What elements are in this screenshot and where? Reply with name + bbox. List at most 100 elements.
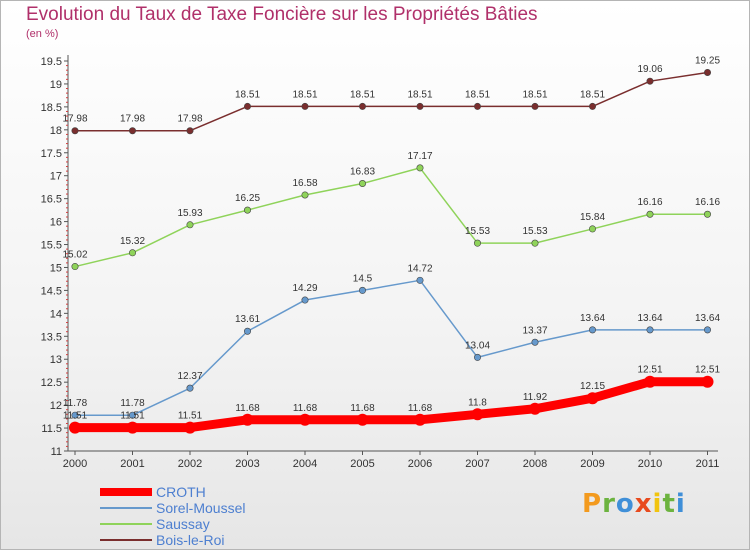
y-tick-label: 12.5 bbox=[41, 377, 62, 389]
data-point-sorel-moussel bbox=[703, 326, 711, 334]
y-tick-label: 13 bbox=[50, 354, 62, 366]
series-line-sorel-moussel bbox=[74, 279, 709, 416]
data-point-croth bbox=[356, 413, 369, 426]
data-label-sorel-moussel: 11.78 bbox=[63, 398, 88, 409]
axes: 1111.51212.51313.51414.51515.51616.51717… bbox=[41, 55, 719, 470]
data-point-croth bbox=[701, 375, 714, 388]
chart-subtitle: (en %) bbox=[26, 28, 59, 40]
y-minor-tick bbox=[66, 409, 68, 411]
y-minor-tick bbox=[66, 395, 68, 397]
x-tick-label: 2010 bbox=[638, 458, 662, 470]
y-minor-tick bbox=[66, 317, 68, 319]
data-point-croth bbox=[241, 413, 254, 426]
series-line-bois-le-roi bbox=[74, 71, 709, 132]
y-minor-tick bbox=[66, 349, 68, 351]
data-point-sorel-moussel bbox=[531, 338, 539, 346]
data-label-saussay: 15.32 bbox=[120, 236, 145, 247]
data-label-bois-le-roi: 18.51 bbox=[235, 89, 260, 100]
data-point-bois-le-roi bbox=[186, 127, 194, 135]
data-point-sorel-moussel bbox=[358, 286, 366, 294]
data-label-bois-le-roi: 18.51 bbox=[522, 89, 547, 100]
data-point-sorel-moussel bbox=[71, 411, 79, 419]
y-minor-tick bbox=[66, 120, 68, 122]
data-point-bois-le-roi bbox=[531, 102, 539, 110]
data-point-croth bbox=[69, 421, 81, 434]
data-point-saussay bbox=[71, 263, 79, 271]
data-point-bois-le-roi bbox=[129, 127, 137, 135]
y-minor-tick bbox=[66, 179, 68, 181]
data-point-saussay bbox=[531, 239, 539, 247]
series-points bbox=[69, 68, 714, 434]
data-label-saussay: 16.25 bbox=[235, 193, 260, 204]
data-label-saussay: 16.16 bbox=[637, 197, 662, 208]
data-point-croth bbox=[126, 421, 139, 434]
data-point-saussay bbox=[703, 210, 711, 218]
data-label-croth: 11.51 bbox=[63, 411, 88, 422]
data-label-croth: 12.51 bbox=[637, 365, 662, 376]
y-minor-tick bbox=[66, 207, 68, 209]
data-point-saussay bbox=[186, 221, 194, 229]
y-minor-tick bbox=[66, 432, 68, 434]
y-minor-tick bbox=[66, 436, 68, 438]
y-minor-tick bbox=[66, 225, 68, 227]
y-minor-tick bbox=[66, 69, 68, 71]
x-tick-label: 2007 bbox=[465, 458, 489, 470]
x-tick-label: 2009 bbox=[580, 458, 604, 470]
y-tick-label: 19 bbox=[50, 79, 62, 91]
data-point-bois-le-roi bbox=[646, 77, 654, 85]
y-minor-tick bbox=[66, 285, 68, 287]
y-minor-tick bbox=[66, 101, 68, 103]
data-label-saussay: 15.53 bbox=[522, 226, 547, 237]
y-tick-label: 16.5 bbox=[41, 194, 62, 206]
y-minor-tick bbox=[66, 143, 68, 145]
y-minor-tick bbox=[66, 188, 68, 190]
y-minor-tick bbox=[66, 92, 68, 94]
y-minor-tick bbox=[66, 413, 68, 415]
data-label-sorel-moussel: 13.04 bbox=[465, 340, 490, 351]
data-point-bois-le-roi bbox=[244, 102, 252, 110]
y-minor-tick bbox=[66, 276, 68, 278]
data-point-sorel-moussel bbox=[646, 326, 654, 334]
data-point-croth bbox=[184, 421, 196, 434]
logo-letter: t bbox=[662, 489, 676, 519]
y-minor-tick bbox=[66, 78, 68, 80]
y-minor-tick bbox=[66, 377, 68, 379]
y-tick-label: 12 bbox=[50, 400, 62, 412]
data-label-sorel-moussel: 13.64 bbox=[637, 313, 662, 324]
data-label-bois-le-roi: 17.98 bbox=[177, 114, 202, 125]
data-point-croth bbox=[414, 413, 426, 426]
x-tick-label: 2006 bbox=[408, 458, 432, 470]
y-minor-tick bbox=[66, 211, 68, 213]
data-point-saussay bbox=[473, 239, 481, 247]
y-minor-tick bbox=[66, 65, 68, 67]
y-minor-tick bbox=[66, 248, 68, 250]
y-minor-tick bbox=[66, 147, 68, 149]
y-tick-label: 13.5 bbox=[41, 331, 62, 343]
data-label-bois-le-roi: 18.51 bbox=[465, 89, 490, 100]
data-label-saussay: 16.58 bbox=[292, 178, 317, 189]
y-minor-tick bbox=[66, 202, 68, 204]
data-label-bois-le-roi: 18.51 bbox=[580, 89, 605, 100]
data-label-saussay: 16.16 bbox=[695, 197, 720, 208]
y-minor-tick bbox=[66, 441, 68, 443]
y-tick-label: 15 bbox=[50, 262, 62, 274]
y-tick-label: 17.5 bbox=[41, 148, 62, 160]
legend-swatch-croth bbox=[100, 488, 152, 496]
y-minor-tick bbox=[66, 390, 68, 392]
y-minor-tick bbox=[66, 363, 68, 365]
data-point-croth bbox=[299, 413, 311, 426]
y-minor-tick bbox=[66, 322, 68, 324]
data-point-saussay bbox=[646, 210, 654, 218]
y-minor-tick bbox=[66, 110, 68, 112]
y-minor-tick bbox=[66, 386, 68, 388]
data-label-croth: 11.68 bbox=[350, 403, 375, 414]
legend-swatch-saussay bbox=[100, 523, 152, 525]
data-point-sorel-moussel bbox=[416, 276, 424, 284]
data-label-sorel-moussel: 14.5 bbox=[353, 273, 373, 284]
y-minor-tick bbox=[66, 367, 68, 369]
x-tick-label: 2001 bbox=[120, 458, 144, 470]
y-tick-label: 11 bbox=[51, 446, 62, 458]
data-point-bois-le-roi bbox=[416, 102, 424, 110]
data-point-bois-le-roi bbox=[703, 68, 711, 76]
data-label-sorel-moussel: 11.78 bbox=[120, 398, 145, 409]
